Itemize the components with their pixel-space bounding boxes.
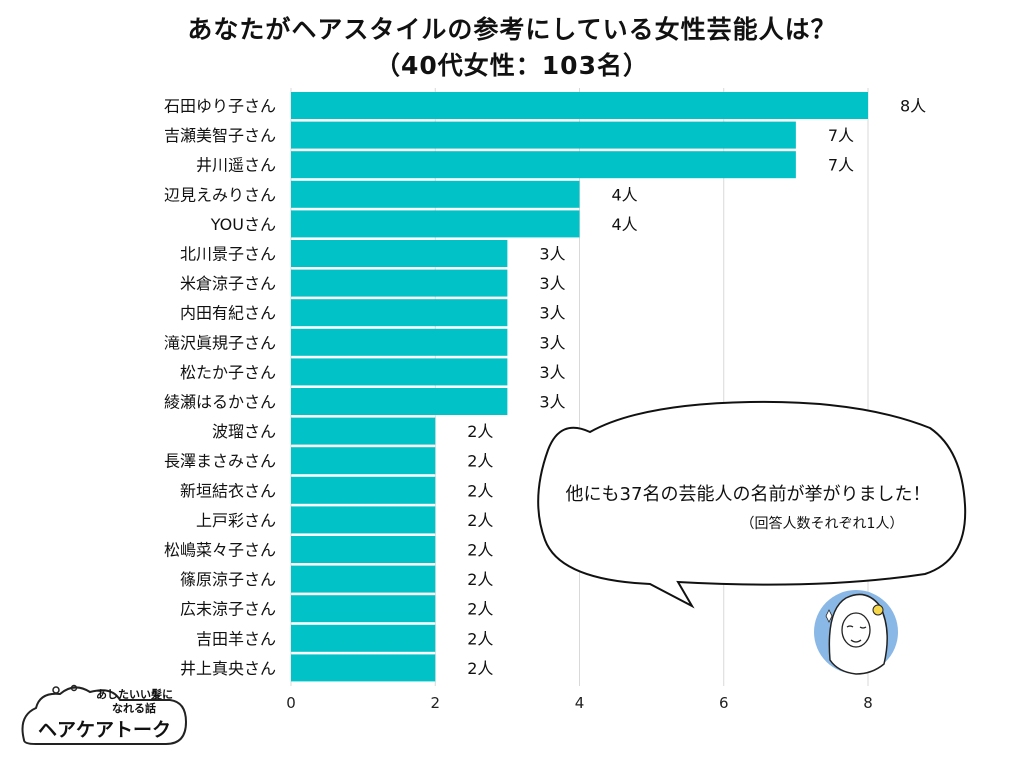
logo-name: ヘアケアトーク	[38, 719, 171, 741]
category-label: 上戸彩さん	[196, 511, 276, 530]
woman-avatar-icon	[814, 590, 898, 675]
category-label: 北川景子さん	[180, 245, 276, 264]
bars	[291, 92, 868, 682]
avatar-eye-left	[846, 625, 854, 628]
bar	[291, 654, 436, 682]
bar	[291, 447, 436, 475]
logo-tagline-1: あしたいい髪に	[96, 687, 173, 701]
x-tick-label: 4	[575, 694, 585, 712]
avatar-mouth	[850, 639, 862, 643]
category-label: 波瑠さん	[212, 422, 276, 441]
category-label: 石田ゆり子さん	[164, 97, 276, 116]
value-label: 3人	[539, 245, 565, 264]
value-label: 7人	[828, 126, 854, 145]
bar	[291, 476, 436, 504]
bar	[291, 565, 436, 593]
value-label: 7人	[828, 156, 854, 175]
chart-subtitle: （40代女性：103名）	[375, 51, 649, 80]
value-label: 2人	[467, 422, 493, 441]
category-label: 松たか子さん	[180, 363, 276, 382]
bar	[291, 506, 436, 534]
value-label: 2人	[467, 452, 493, 471]
chart-title: あなたがヘアスタイルの参考にしている女性芸能人は？	[187, 15, 837, 44]
category-label: 松嶋菜々子さん	[164, 541, 276, 560]
value-label: 3人	[539, 274, 565, 293]
bar	[291, 358, 508, 386]
category-label: 綾瀬はるかさん	[164, 393, 276, 412]
lightbulb-icon	[872, 604, 884, 616]
logo-cloud-shape	[21, 686, 188, 745]
bar	[291, 121, 796, 149]
value-label: 2人	[467, 481, 493, 500]
value-label: 3人	[539, 333, 565, 352]
bar	[291, 536, 436, 563]
bar	[291, 269, 508, 297]
bar	[291, 388, 508, 415]
hair-care-talk-logo: あしたいい髪に なれる話 ヘアケアトーク	[21, 684, 188, 745]
bar	[291, 624, 436, 652]
category-label: 広末涼子さん	[180, 600, 276, 619]
value-label: 2人	[467, 600, 493, 619]
category-label: 内田有紀さん	[180, 304, 276, 323]
logo-bubble-dot	[52, 686, 60, 694]
logo-tagline-2: なれる話	[112, 701, 156, 715]
bar	[291, 210, 580, 238]
value-label: 2人	[467, 570, 493, 589]
annotation-main: 他にも37名の芸能人の名前が挙がりました！	[566, 484, 931, 505]
category-label: 井上真央さん	[180, 659, 276, 678]
category-label: 長澤まさみさん	[164, 452, 276, 471]
category-label: 井川遥さん	[196, 156, 276, 175]
bar	[291, 92, 868, 119]
x-tick-label: 6	[719, 694, 729, 712]
bar	[291, 595, 436, 623]
value-label: 2人	[467, 511, 493, 530]
x-axis-ticks: 0 2 4 6 8	[286, 694, 873, 712]
category-label: 吉田羊さん	[196, 629, 276, 648]
bar	[291, 417, 436, 445]
value-label: 4人	[612, 215, 638, 234]
bar	[291, 151, 796, 179]
annotation-sub: （回答人数それぞれ1人）	[741, 515, 904, 532]
value-label: 3人	[539, 304, 565, 323]
category-label: 滝沢眞規子さん	[164, 333, 276, 352]
value-label: 4人	[612, 185, 638, 204]
category-label: 米倉涼子さん	[180, 274, 276, 293]
bar	[291, 328, 508, 356]
category-label: 篠原涼子さん	[180, 570, 276, 589]
value-label: 2人	[467, 629, 493, 648]
bar	[291, 180, 580, 208]
value-label: 3人	[539, 393, 565, 412]
speech-bubble-shape	[537, 400, 967, 609]
bar	[291, 240, 508, 267]
bar	[291, 299, 508, 327]
value-label: 2人	[467, 659, 493, 678]
avatar-face	[841, 612, 871, 648]
category-label: 吉瀬美智子さん	[164, 126, 276, 145]
avatar-eye-right	[859, 626, 867, 629]
x-tick-label: 8	[863, 694, 873, 712]
speech-bubble: 他にも37名の芸能人の名前が挙がりました！ （回答人数それぞれ1人）	[537, 400, 967, 609]
value-label: 3人	[539, 363, 565, 382]
value-label: 2人	[467, 541, 493, 560]
value-labels: 8人 7人 7人 4人 4人 3人 3人 3人 3人 3人 3人 2人 2人 2人 2人 2人 2人 2人 2人 2人	[467, 97, 926, 678]
category-label: 辺見えみりさん	[164, 185, 276, 204]
x-tick-label: 2	[430, 694, 440, 712]
x-tick-label: 0	[286, 694, 296, 712]
sparkle-icon	[825, 609, 833, 623]
value-label: 8人	[900, 97, 926, 116]
category-label: YOUさん	[210, 215, 276, 234]
logo-bubble-dot	[70, 684, 78, 692]
category-label: 新垣結衣さん	[180, 481, 276, 500]
